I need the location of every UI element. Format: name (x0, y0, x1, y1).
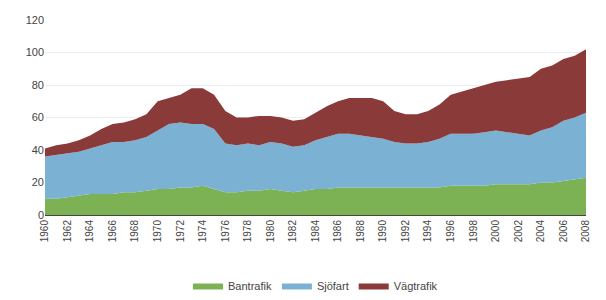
svg-text:100: 100 (26, 46, 44, 58)
svg-text:40: 40 (32, 144, 44, 156)
svg-text:60: 60 (32, 111, 44, 123)
svg-text:2006: 2006 (558, 220, 569, 243)
svg-text:1988: 1988 (355, 220, 366, 243)
svg-text:0: 0 (38, 209, 44, 221)
svg-text:1984: 1984 (310, 220, 321, 243)
svg-text:1980: 1980 (265, 220, 276, 243)
svg-text:1994: 1994 (422, 220, 433, 243)
svg-text:1992: 1992 (400, 220, 411, 243)
svg-text:2004: 2004 (535, 220, 546, 243)
svg-text:1970: 1970 (152, 220, 163, 243)
svg-text:1962: 1962 (62, 220, 73, 243)
svg-text:1960: 1960 (39, 220, 50, 243)
svg-text:Vägtrafik: Vägtrafik (394, 280, 438, 292)
svg-text:1986: 1986 (332, 220, 343, 243)
svg-text:1976: 1976 (220, 220, 231, 243)
svg-text:1964: 1964 (84, 220, 95, 243)
svg-text:80: 80 (32, 79, 44, 91)
svg-text:1990: 1990 (377, 220, 388, 243)
svg-text:1974: 1974 (197, 220, 208, 243)
svg-text:1982: 1982 (287, 220, 298, 243)
svg-text:1968: 1968 (129, 220, 140, 243)
svg-text:1966: 1966 (107, 220, 118, 243)
svg-text:20: 20 (32, 176, 44, 188)
svg-text:Sjöfart: Sjöfart (317, 280, 349, 292)
svg-text:1972: 1972 (175, 220, 186, 243)
svg-text:Bantrafik: Bantrafik (228, 280, 272, 292)
svg-text:2002: 2002 (513, 220, 524, 243)
svg-text:2008: 2008 (580, 220, 591, 243)
svg-text:2000: 2000 (490, 220, 501, 243)
svg-text:1978: 1978 (242, 220, 253, 243)
svg-text:1996: 1996 (445, 220, 456, 243)
svg-text:1998: 1998 (468, 220, 479, 243)
svg-text:120: 120 (26, 14, 44, 26)
